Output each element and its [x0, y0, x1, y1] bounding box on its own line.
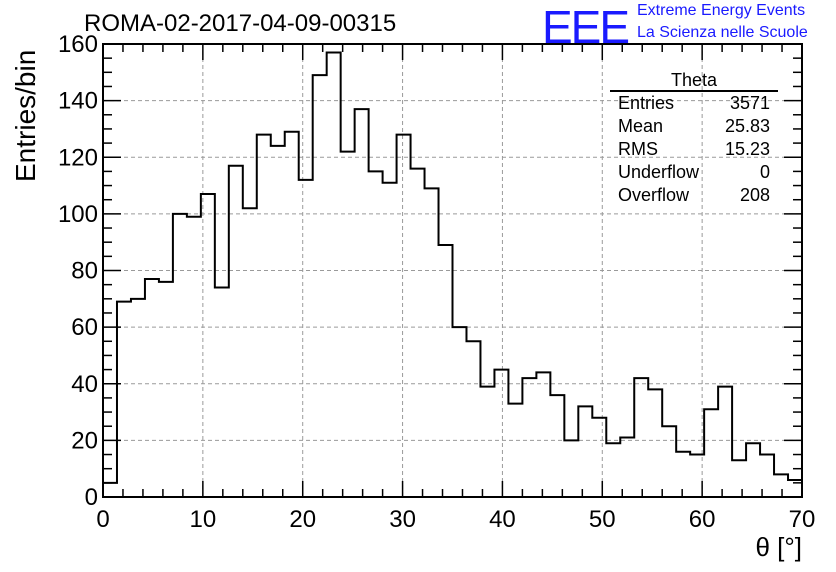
x-tick-label: 0	[96, 506, 109, 533]
y-tick-label: 100	[58, 201, 98, 228]
x-tick-label: 10	[190, 506, 217, 533]
stats-value: 25.83	[724, 116, 770, 136]
logo-line-2: La Scienza nelle Scuole	[637, 24, 808, 41]
run-title: ROMA-02-2017-04-09-00315	[84, 10, 397, 37]
y-tick-label: 160	[58, 31, 98, 58]
x-tick-label: 30	[389, 506, 416, 533]
y-tick-label: 60	[71, 314, 98, 341]
plot-frame	[102, 43, 803, 498]
x-tick-label: 20	[289, 506, 316, 533]
y-tick-label: 0	[85, 484, 98, 511]
stats-value: 15.23	[724, 139, 770, 159]
stats-title: Theta	[610, 70, 778, 92]
y-tick-label: 120	[58, 144, 98, 171]
y-tick-label: 80	[71, 258, 98, 285]
tick-labels: 0 10 20 30 40 50 60 70 0 20 40 60 80 100 120 140 160	[58, 31, 815, 533]
stats-row: Overflow 208	[610, 184, 778, 207]
stats-label: RMS	[618, 139, 658, 159]
stats-value: 0	[759, 162, 770, 182]
y-tick-label: 20	[71, 427, 98, 454]
stats-label: Mean	[618, 116, 664, 136]
logo-line-1: Extreme Energy Events	[637, 2, 806, 19]
x-tick-label: 60	[689, 506, 716, 533]
x-axis-label: θ [°]	[755, 532, 802, 562]
grid-lines	[103, 44, 802, 497]
stats-row: RMS 15.23	[610, 138, 778, 161]
stats-label: Underflow	[618, 162, 700, 182]
x-tick-label: 50	[589, 506, 616, 533]
y-axis-label: Entries/bin	[10, 49, 41, 182]
eee-logo: EEE	[542, 1, 630, 53]
x-tick-label: 40	[489, 506, 516, 533]
stats-row: Mean 25.83	[610, 115, 778, 138]
stats-value: 3571	[729, 93, 770, 113]
stats-box: Theta Entries 3571 Mean 25.83 RMS 15.23 …	[610, 70, 778, 207]
stats-label: Entries	[618, 93, 675, 113]
y-tick-label: 140	[58, 88, 98, 115]
stats-row: Entries 3571	[610, 92, 778, 115]
stats-label: Overflow	[618, 185, 690, 205]
x-tick-label: 70	[789, 506, 816, 533]
histogram-outline	[102, 51, 802, 497]
stats-row: Underflow 0	[610, 161, 778, 184]
y-tick-label: 40	[71, 371, 98, 398]
stats-value: 208	[739, 185, 770, 205]
